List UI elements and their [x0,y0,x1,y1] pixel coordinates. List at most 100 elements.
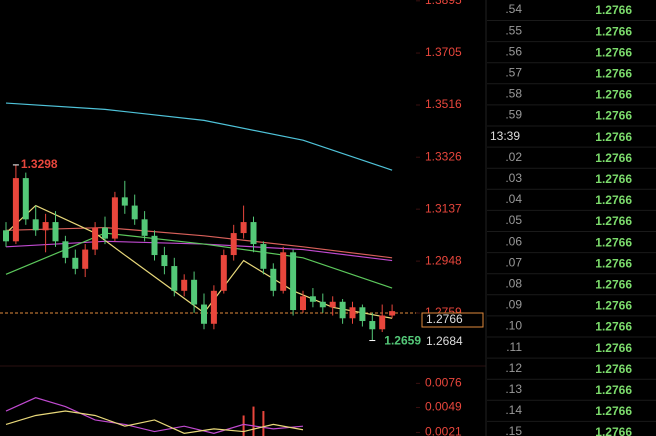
candle-body [240,222,247,234]
candle-body [82,249,89,269]
ma-line [5,410,304,434]
tick-time: .07 [505,255,522,269]
tick-price: 1.2766 [595,341,632,355]
tick-time: 13:39 [490,129,520,143]
y-tick-label: 1.2948 [425,253,462,267]
ma-line [5,102,393,171]
tick-price: 1.2766 [595,214,632,228]
tick-price: 1.2766 [595,383,632,397]
candle-body [141,219,148,236]
tick-time: .14 [505,403,522,417]
candle-body [220,255,227,291]
y-tick-label: 1.3516 [425,97,462,111]
candle-body [250,222,257,245]
current-price: 1.2766 [426,312,463,326]
tick-price: 1.2766 [595,362,632,376]
tick-price: 1.2766 [595,109,632,123]
candle-body [230,233,237,256]
tick-price: 1.2766 [595,172,632,186]
tick-time: .08 [505,276,522,290]
candle-body [359,307,366,322]
tick-time: .59 [505,108,522,122]
second-price: 1.2684 [426,334,463,348]
tick-time: .56 [505,44,522,58]
candle-body [309,296,316,302]
tick-price: 1.2766 [595,3,632,17]
y-tick-label: 1.3705 [425,45,462,59]
y-tick-label: 0.0076 [425,376,462,390]
candle-body [121,197,128,206]
low-label: 1.2659 [384,334,421,348]
tick-price: 1.2766 [595,193,632,207]
tick-price: 1.2766 [595,66,632,80]
tick-price: 1.2766 [595,299,632,313]
price-box [421,312,484,328]
tick-price: 1.2766 [595,425,632,436]
y-tick-label: 0.0049 [425,400,462,414]
tick-price: 1.2766 [595,404,632,418]
candle-body [349,307,356,319]
candle-body [32,219,39,231]
tick-time: .54 [505,2,522,16]
tick-time: .12 [505,361,522,375]
candle-body [300,296,306,311]
tick-price: 1.2766 [595,256,632,270]
candle-body [161,255,168,267]
histogram-bar [262,411,265,436]
tick-price: 1.2766 [595,151,632,165]
candle-body [210,290,217,324]
candle-body [42,222,49,231]
candle-body [22,178,29,220]
candle-body [12,178,19,242]
candle-body [72,257,79,269]
tick-price: 1.2766 [595,277,632,291]
candle-body [260,244,267,269]
y-tick-label: 1.3326 [425,149,462,163]
candle-body [151,235,158,256]
high-label: 1.3298 [21,157,58,171]
candle-body [369,321,376,330]
y-tick-label: 1.3137 [425,201,462,215]
histogram-bar [242,415,245,436]
candle-body [3,230,9,242]
candle-body [111,197,118,239]
tick-price: 1.2766 [595,88,632,102]
tick-time: .58 [505,87,522,101]
tick-time: .13 [505,382,522,396]
candle-body [92,227,99,250]
tick-time: .10 [505,319,522,333]
candle-body [270,268,277,291]
candle-body [290,252,297,311]
histogram-bar [252,406,255,436]
candle-body [280,252,287,291]
candle-body [319,301,326,308]
tick-time: .57 [505,65,522,79]
candle-body [389,311,396,316]
ma-line [5,226,393,259]
y-tick-label: 1.3895 [425,0,462,7]
candle-body [102,227,108,239]
tick-time: .15 [505,424,522,436]
candle-body [379,315,386,330]
tick-time: .02 [505,150,522,164]
candle-body [201,304,207,324]
candle-body [171,266,178,291]
tick-price: 1.2766 [595,24,632,38]
tick-price: 1.2766 [595,45,632,59]
candle-body [191,279,198,305]
candle-body [62,241,69,258]
tick-price: 1.2766 [595,130,632,144]
tick-time: .11 [506,340,522,354]
tick-time: .09 [505,298,522,312]
tick-price: 1.2766 [595,320,632,334]
ma-line [5,232,393,289]
candle-body [329,301,336,308]
y-tick-label: 0.0021 [425,425,462,436]
tick-time: .05 [505,213,522,227]
tick-price: 1.2766 [595,235,632,249]
tick-time: .03 [505,171,522,185]
tick-time: .06 [505,234,522,248]
